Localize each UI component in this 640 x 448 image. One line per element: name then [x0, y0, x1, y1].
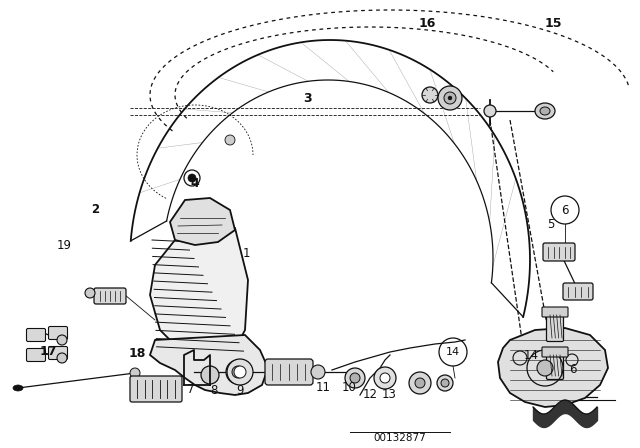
Text: 6: 6 — [561, 203, 569, 216]
Text: 14: 14 — [524, 349, 539, 362]
FancyBboxPatch shape — [49, 346, 67, 359]
Text: 00132877: 00132877 — [374, 433, 426, 443]
Circle shape — [57, 353, 67, 363]
FancyBboxPatch shape — [547, 349, 563, 379]
Ellipse shape — [540, 107, 550, 115]
Circle shape — [201, 366, 219, 384]
Circle shape — [441, 379, 449, 387]
Text: 1: 1 — [243, 246, 250, 260]
Text: 4: 4 — [191, 177, 200, 190]
Circle shape — [350, 373, 360, 383]
Circle shape — [57, 335, 67, 345]
Circle shape — [448, 96, 452, 100]
Circle shape — [130, 368, 140, 378]
Circle shape — [232, 366, 244, 378]
Circle shape — [227, 359, 253, 385]
Text: 8: 8 — [211, 384, 218, 397]
FancyBboxPatch shape — [265, 359, 313, 385]
Circle shape — [374, 367, 396, 389]
Circle shape — [437, 375, 453, 391]
FancyBboxPatch shape — [26, 349, 45, 362]
FancyBboxPatch shape — [130, 376, 182, 402]
Circle shape — [188, 174, 196, 182]
FancyBboxPatch shape — [547, 309, 563, 341]
FancyBboxPatch shape — [94, 288, 126, 304]
Text: 12: 12 — [362, 388, 378, 401]
Ellipse shape — [13, 385, 23, 391]
FancyBboxPatch shape — [49, 327, 67, 340]
Circle shape — [85, 288, 95, 298]
Circle shape — [234, 366, 246, 378]
Circle shape — [438, 86, 462, 110]
FancyBboxPatch shape — [542, 347, 568, 357]
Text: 11: 11 — [316, 381, 331, 394]
Circle shape — [444, 92, 456, 104]
Text: 2: 2 — [91, 203, 99, 216]
FancyBboxPatch shape — [543, 243, 575, 261]
Circle shape — [537, 360, 553, 376]
Text: 15: 15 — [545, 17, 563, 30]
Circle shape — [225, 135, 235, 145]
Circle shape — [415, 378, 425, 388]
Text: 16: 16 — [419, 17, 436, 30]
Circle shape — [422, 87, 438, 103]
Text: 7: 7 — [187, 383, 195, 396]
FancyBboxPatch shape — [542, 307, 568, 317]
Polygon shape — [170, 198, 235, 245]
Ellipse shape — [535, 103, 555, 119]
Circle shape — [380, 373, 390, 383]
FancyBboxPatch shape — [26, 328, 45, 341]
Text: 3: 3 — [303, 92, 312, 105]
Text: 5: 5 — [547, 217, 554, 231]
Polygon shape — [150, 335, 268, 395]
Circle shape — [484, 105, 496, 117]
Text: 9: 9 — [236, 384, 244, 397]
Circle shape — [345, 368, 365, 388]
Text: 6: 6 — [569, 363, 577, 376]
Text: 18: 18 — [129, 347, 147, 361]
Polygon shape — [150, 220, 248, 360]
Circle shape — [226, 360, 250, 384]
Text: 13: 13 — [381, 388, 397, 401]
Text: 10: 10 — [341, 381, 356, 394]
FancyBboxPatch shape — [563, 283, 593, 300]
Text: 19: 19 — [56, 239, 72, 252]
Circle shape — [409, 372, 431, 394]
Text: 14: 14 — [446, 347, 460, 357]
Text: 17: 17 — [39, 345, 57, 358]
Polygon shape — [498, 328, 608, 407]
Circle shape — [311, 365, 325, 379]
